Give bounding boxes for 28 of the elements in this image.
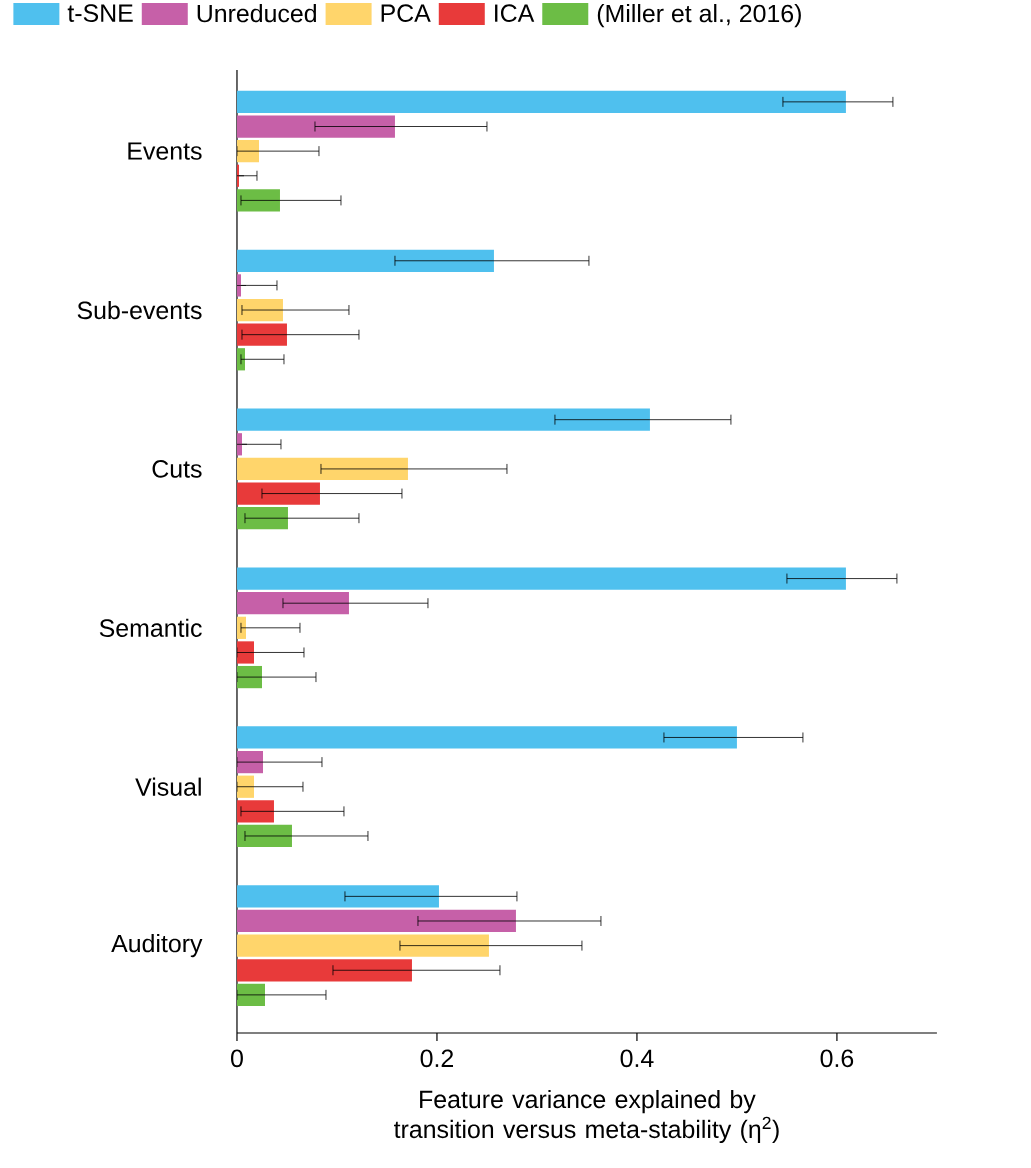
y-tick-label: Semantic xyxy=(99,618,202,637)
x-tick-label: 0 xyxy=(231,1049,243,1068)
bar xyxy=(237,885,440,908)
y-tick-label: Events xyxy=(128,142,202,160)
legend-label: Unreduced xyxy=(197,3,317,23)
legend-label: PCA xyxy=(381,4,431,22)
bar xyxy=(237,959,413,982)
legend-label: ICA xyxy=(495,4,535,22)
bar xyxy=(237,567,846,590)
y-tick-label: Auditory xyxy=(111,934,203,958)
x-tick-label: 0.6 xyxy=(820,1049,854,1068)
x-axis-title: Feature variance explained by transition versus meta-stability (η$^{2}$) xyxy=(394,1089,779,1144)
bar xyxy=(237,90,846,113)
x-tick-label: 0.2 xyxy=(420,1049,454,1068)
bar xyxy=(237,274,242,297)
bar xyxy=(237,249,494,272)
legend-label: (Miller et al., 2016) xyxy=(597,3,801,28)
bar xyxy=(237,909,516,933)
y-tick-label: Sub-events xyxy=(77,300,202,320)
bar xyxy=(237,934,489,957)
y-tick-label: Cuts xyxy=(152,460,202,478)
bar xyxy=(237,433,243,456)
bar xyxy=(237,726,737,749)
legend-label: t-SNE xyxy=(67,4,133,22)
bar xyxy=(237,164,240,187)
bar xyxy=(237,408,650,431)
x-tick-label: 0.4 xyxy=(620,1049,654,1068)
y-tick-label: Visual xyxy=(135,777,201,796)
